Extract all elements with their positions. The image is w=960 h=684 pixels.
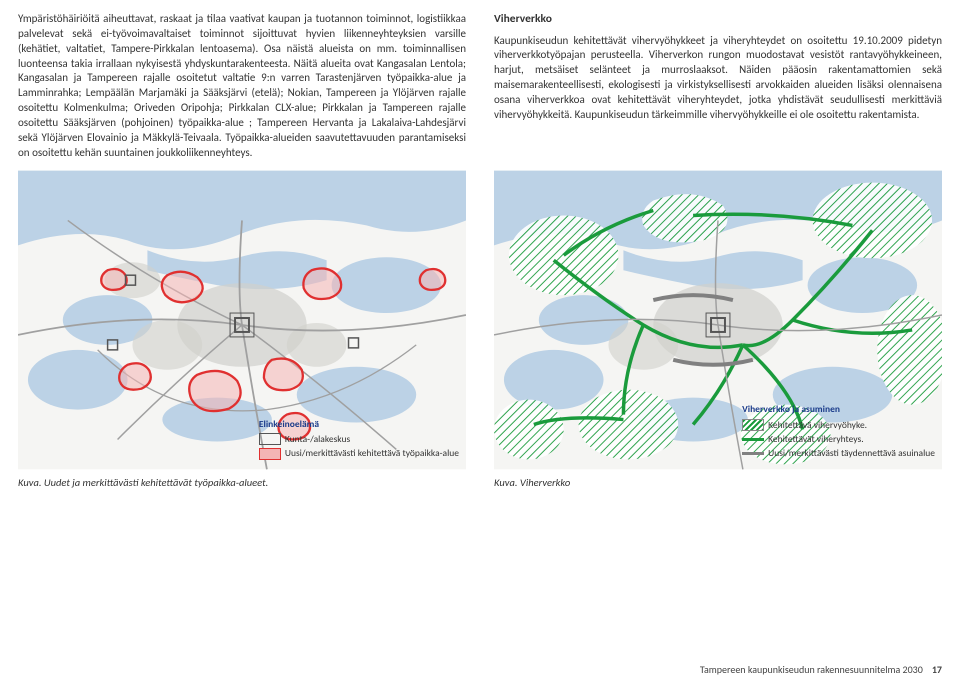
map-greennetwork: Viherverkko ja asuminen Kehitettävä vihe… [494,170,942,470]
legend-right-title: Viherverkko ja asuminen [742,403,935,416]
legend-left-item-0: Kunta-/alakeskus [259,433,459,446]
caption-right: Kuva. Viherverkko [494,476,942,490]
legend-right-item-1: Kehitettävät viheryhteys. [742,433,935,446]
legend-right: Viherverkko ja asuminen Kehitettävä vihe… [739,400,938,464]
right-paragraph: Kaupunkiseudun kehitettävät vihervyöhykk… [494,34,942,123]
legend-left-label-0: Kunta-/alakeskus [285,433,350,446]
caption-left: Kuva. Uudet ja merkittävästi kehitettävä… [18,476,466,490]
footer-page-number: 17 [932,663,942,676]
footer-doc-title: Tampereen kaupunkiseudun rakennesuunnite… [700,663,923,676]
left-paragraph: Ympäristöhäiriöitä aiheuttavat, raskaat … [18,12,466,160]
page-footer: Tampereen kaupunkiseudun rakennesuunnite… [700,663,942,677]
legend-right-label-2: Uusi/merkittävästi täydennettävä asuinal… [768,447,935,460]
right-heading: Viherverkko [494,12,942,28]
legend-right-label-1: Kehitettävät viheryhteys. [768,433,864,446]
legend-right-item-0: Kehitettävä vihervyöhyke. [742,419,935,432]
legend-left-item-1: Uusi/merkittävästi kehitettävä työpaikka… [259,447,459,460]
legend-right-label-0: Kehitettävä vihervyöhyke. [768,419,867,432]
legend-left-label-1: Uusi/merkittävästi kehitettävä työpaikka… [285,447,459,460]
legend-left-title: Elinkeinoelämä [259,418,459,431]
map-workplaces: Elinkeinoelämä Kunta-/alakeskus Uusi/mer… [18,170,466,470]
legend-left: Elinkeinoelämä Kunta-/alakeskus Uusi/mer… [256,415,462,465]
legend-right-item-2: Uusi/merkittävästi täydennettävä asuinal… [742,447,935,460]
